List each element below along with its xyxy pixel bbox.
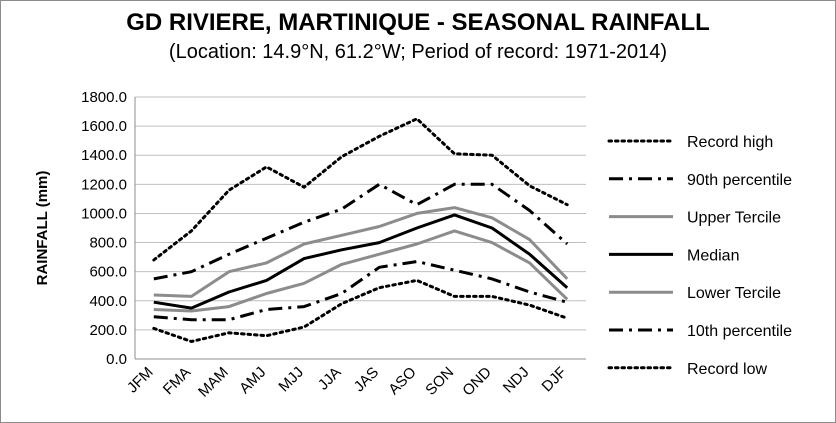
series-line-record-low <box>152 278 569 343</box>
legend-label: Record high <box>687 134 773 151</box>
x-tick-label: MJJ <box>275 364 306 395</box>
legend: Record high 90th percentile Upper Tercile M… <box>607 134 792 378</box>
x-tick-label: JAS <box>351 364 382 395</box>
series-lines <box>152 117 569 343</box>
x-tick-label: SON <box>422 364 457 399</box>
y-axis-title: RAINFALL (mm) <box>34 171 51 286</box>
y-tick-label: 400.0 <box>89 293 127 310</box>
x-tick-label: AMJ <box>236 364 269 397</box>
legend-label: Median <box>687 247 739 264</box>
series-line-lower-tercile <box>153 229 569 313</box>
y-tick-label: 200.0 <box>89 322 127 339</box>
x-tick-label: NDJ <box>500 364 533 397</box>
series-line-median <box>153 213 569 310</box>
chart-title: GD RIVIERE, MARTINIQUE - SEASONAL RAINFA… <box>126 9 710 36</box>
y-tick-label: 1600.0 <box>81 118 127 135</box>
x-tick-label: OND <box>459 364 495 400</box>
chart-subtitle: (Location: 14.9°N, 61.2°W; Period of rec… <box>168 41 668 63</box>
y-tick-label: 0.0 <box>106 351 127 368</box>
series-line-upper-tercile <box>153 206 569 298</box>
x-tick-label: MAM <box>195 364 232 401</box>
legend-label: Record low <box>687 361 767 378</box>
x-tick-label: FMA <box>160 364 194 398</box>
x-tick-label: JFM <box>124 364 157 397</box>
legend-label: Upper Tercile <box>687 210 781 227</box>
gridlines <box>135 96 586 360</box>
y-tick-label: 800.0 <box>89 235 127 252</box>
series-line-10th-percentile <box>153 260 568 322</box>
legend-label: 90th percentile <box>687 172 792 189</box>
y-tick-label: 600.0 <box>89 264 127 281</box>
x-tick-label: ASO <box>385 364 419 398</box>
series-line-record-high <box>152 117 569 262</box>
x-tick-label: DJF <box>539 364 570 395</box>
y-tick-label: 1200.0 <box>81 176 127 193</box>
y-tick-label: 1400.0 <box>81 147 127 164</box>
y-tick-label: 1800.0 <box>81 89 127 106</box>
series-line-90th-percentile <box>153 182 569 281</box>
axes: 0.0 200.0 400.0 600.0 800.0 1000.0 1200.0 1400.… <box>34 89 586 401</box>
x-tick-label: JJA <box>315 364 345 394</box>
legend-label: Lower Tercile <box>687 285 781 302</box>
y-tick-label: 1000.0 <box>81 205 127 222</box>
legend-label: 10th percentile <box>687 323 792 340</box>
